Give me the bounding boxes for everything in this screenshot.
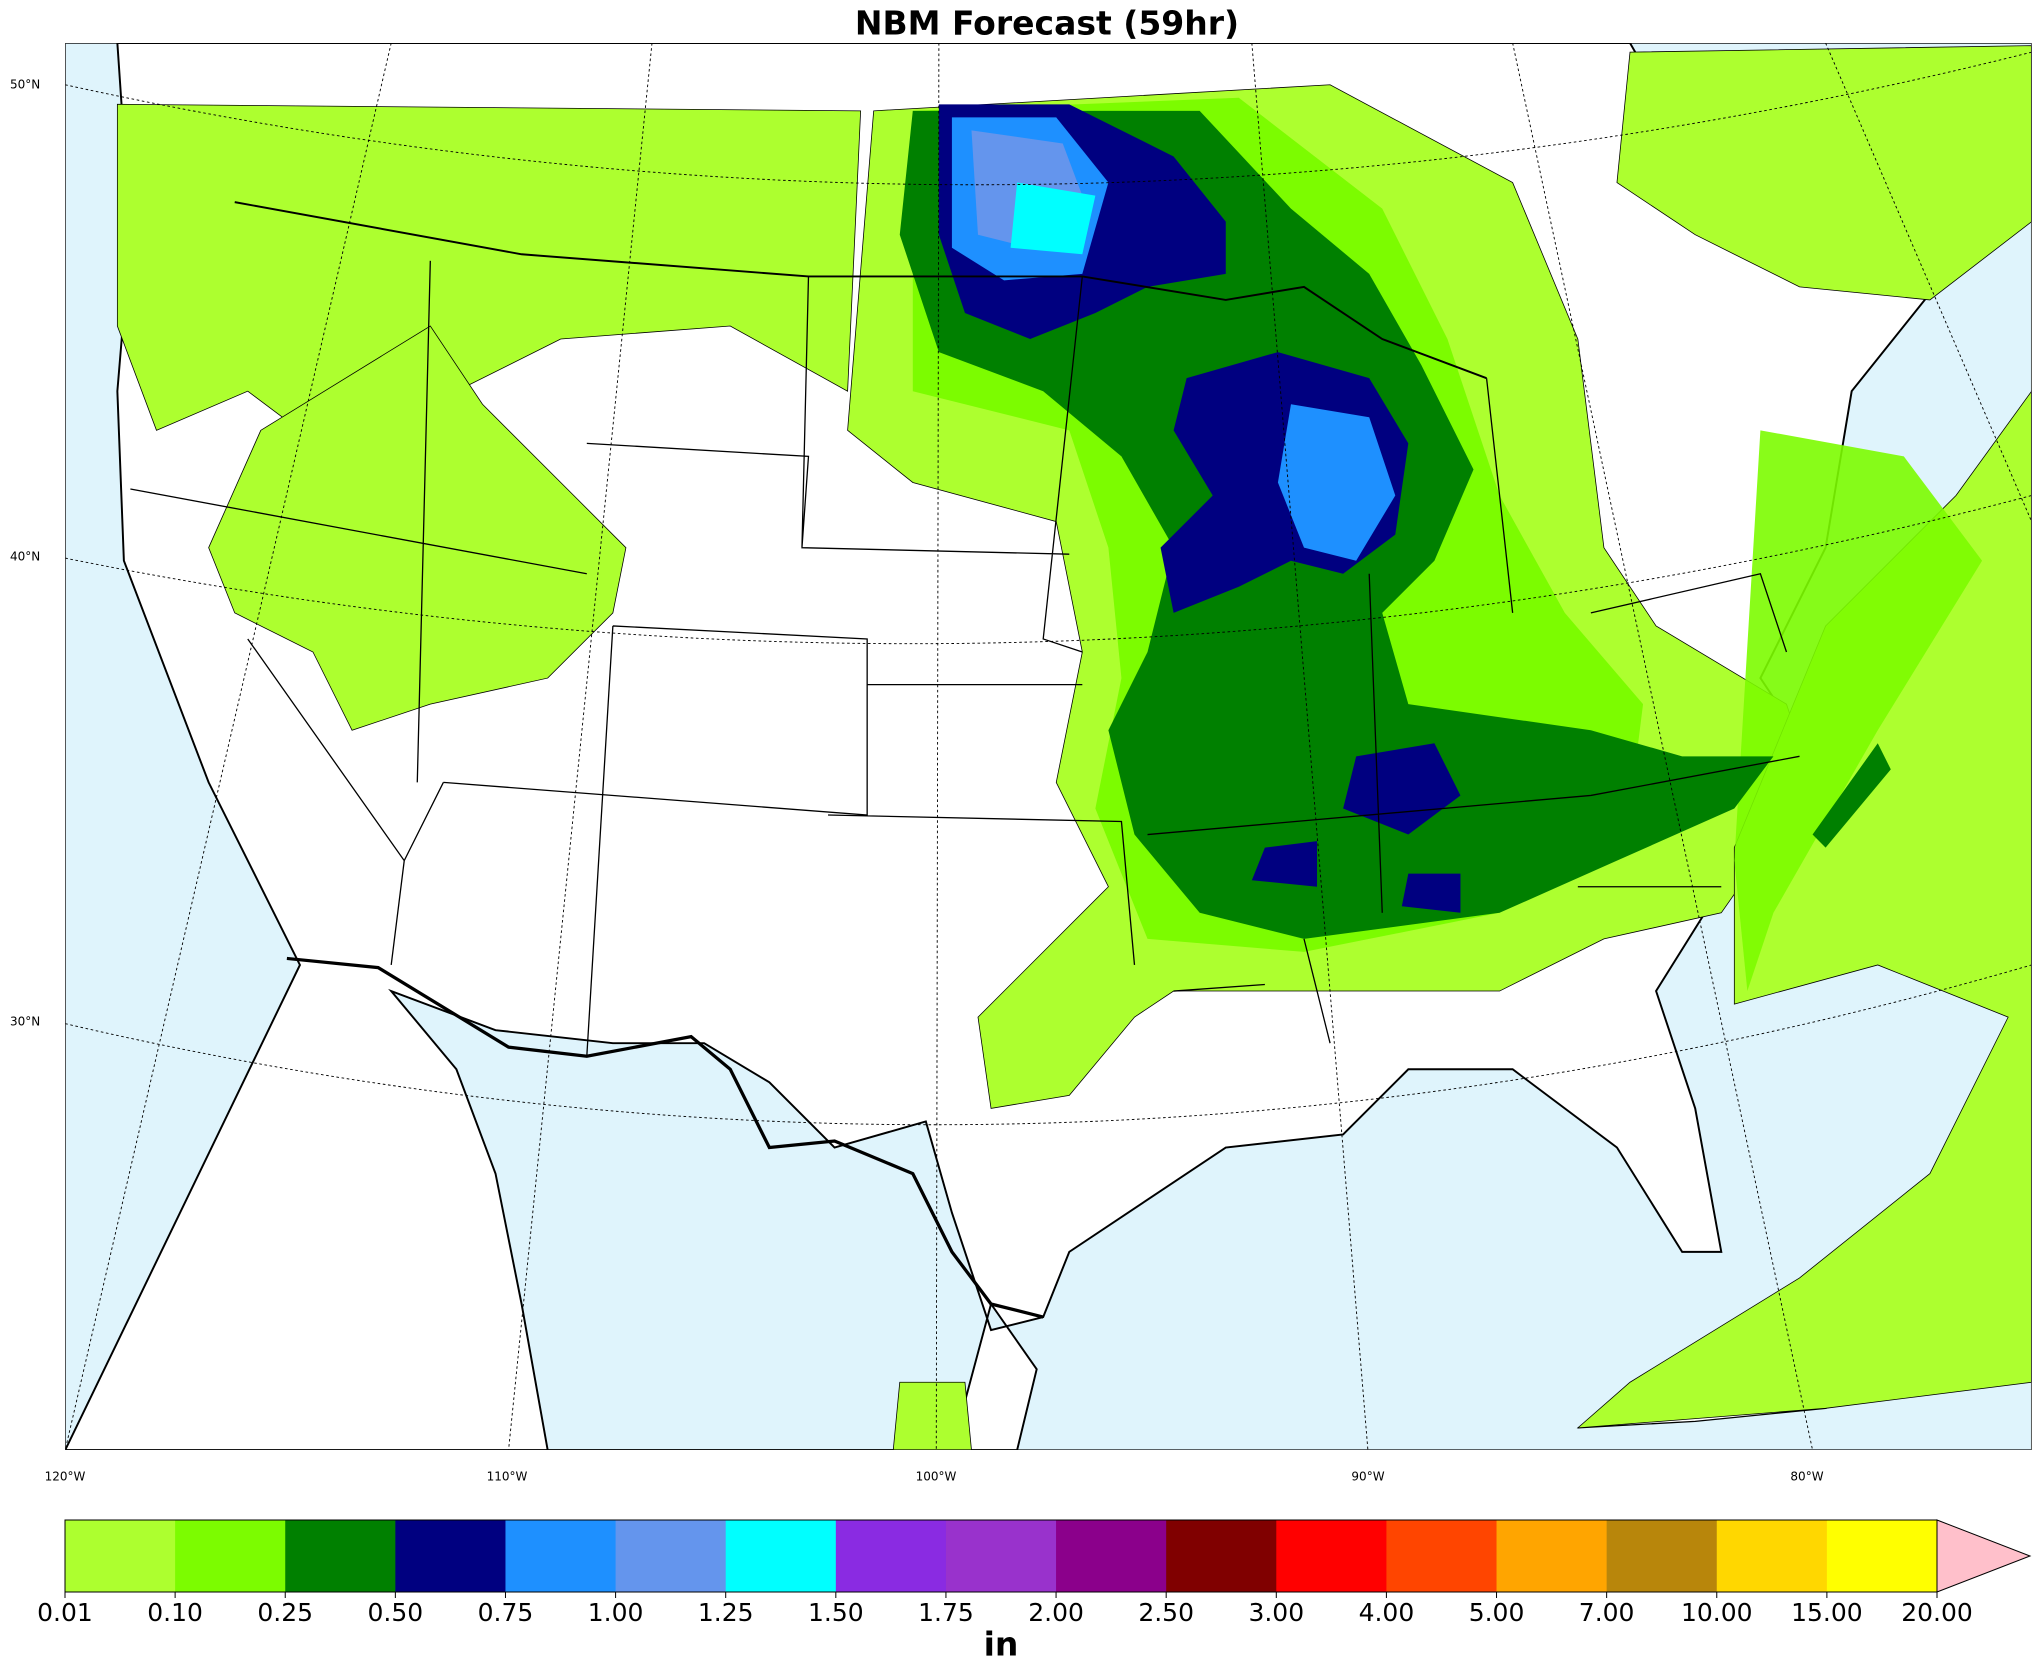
- colorbar-tick-label: 2.50: [1138, 1598, 1194, 1627]
- colorbar-tick-label: 10.00: [1681, 1598, 1753, 1627]
- colorbar-tick-label: 20.00: [1901, 1598, 1973, 1627]
- colorbar-segment: [725, 1520, 837, 1592]
- lon-label: 110°W: [487, 1470, 528, 1484]
- colorbar-segment: [1606, 1520, 1718, 1592]
- colorbar-segment: [835, 1520, 947, 1592]
- map-title: NBM Forecast (59hr): [855, 4, 1239, 43]
- lon-label: 120°W: [45, 1470, 86, 1484]
- colorbar-tick-label: 0.75: [478, 1598, 534, 1627]
- colorbar-segment: [285, 1520, 396, 1592]
- colorbar-extend: [1936, 1519, 2032, 1593]
- graticule: [65, 43, 2032, 1451]
- colorbar-tick-label: 0.10: [147, 1598, 203, 1627]
- colorbar-tick-label: 0.50: [368, 1598, 424, 1627]
- colorbar-tick-label: 4.00: [1359, 1598, 1415, 1627]
- colorbar-tick-label: 1.25: [698, 1598, 754, 1627]
- colorbar-segment: [1826, 1520, 1938, 1592]
- colorbar-segment: [945, 1520, 1057, 1592]
- colorbar-segment: [1496, 1520, 1608, 1592]
- colorbar-segment: [505, 1520, 617, 1592]
- colorbar-segment: [1386, 1520, 1498, 1592]
- colorbar-tick-label: 2.00: [1028, 1598, 1084, 1627]
- lat-label: 30°N: [10, 1015, 40, 1029]
- lon-label: 100°W: [916, 1470, 957, 1484]
- colorbar-tick-label: 0.01: [37, 1598, 93, 1627]
- colorbar: 0.01 0.10 0.25 0.50 0.75 1.00 1.25 1.50 1.75 2.00…: [37, 1519, 2032, 1664]
- colorbar-tick-label: 1.75: [918, 1598, 974, 1627]
- colorbar-tick-label: 7.00: [1579, 1598, 1635, 1627]
- lon-label: 90°W: [1351, 1470, 1384, 1484]
- state-lines: [130, 260, 1800, 1057]
- colorbar-tick-label: 0.25: [257, 1598, 313, 1627]
- colorbar-frame: [64, 1519, 1938, 1593]
- colorbar-segment: [175, 1520, 286, 1592]
- map: [65, 43, 2032, 1451]
- colorbar-segment: [395, 1520, 506, 1592]
- colorbar-tick-label: 5.00: [1469, 1598, 1525, 1627]
- colorbar-segment: [1166, 1520, 1277, 1592]
- lon-label: 80°W: [1790, 1470, 1823, 1484]
- colorbar-tick-label: 1.00: [588, 1598, 644, 1627]
- precip-125: [1010, 182, 1096, 255]
- colorbar-tick-label: 15.00: [1791, 1598, 1863, 1627]
- colorbar-segment: [1056, 1520, 1167, 1592]
- axis-labels: 50°N 40°N 30°N 120°W 110°W 100°W 90°W 80°W: [10, 78, 1824, 1484]
- borders: [234, 201, 1487, 1319]
- lat-label: 40°N: [10, 550, 40, 564]
- colorbar-tick-label: 3.00: [1248, 1598, 1304, 1627]
- colorbar-segment: [615, 1520, 727, 1592]
- colorbar-segment: [65, 1520, 176, 1592]
- colorbar-tick-label: 1.50: [808, 1598, 864, 1627]
- colorbar-segment: [1276, 1520, 1387, 1592]
- colorbar-segment: [1716, 1520, 1828, 1592]
- colorbar-unit: in: [984, 1625, 1019, 1664]
- lat-label: 50°N: [10, 78, 40, 92]
